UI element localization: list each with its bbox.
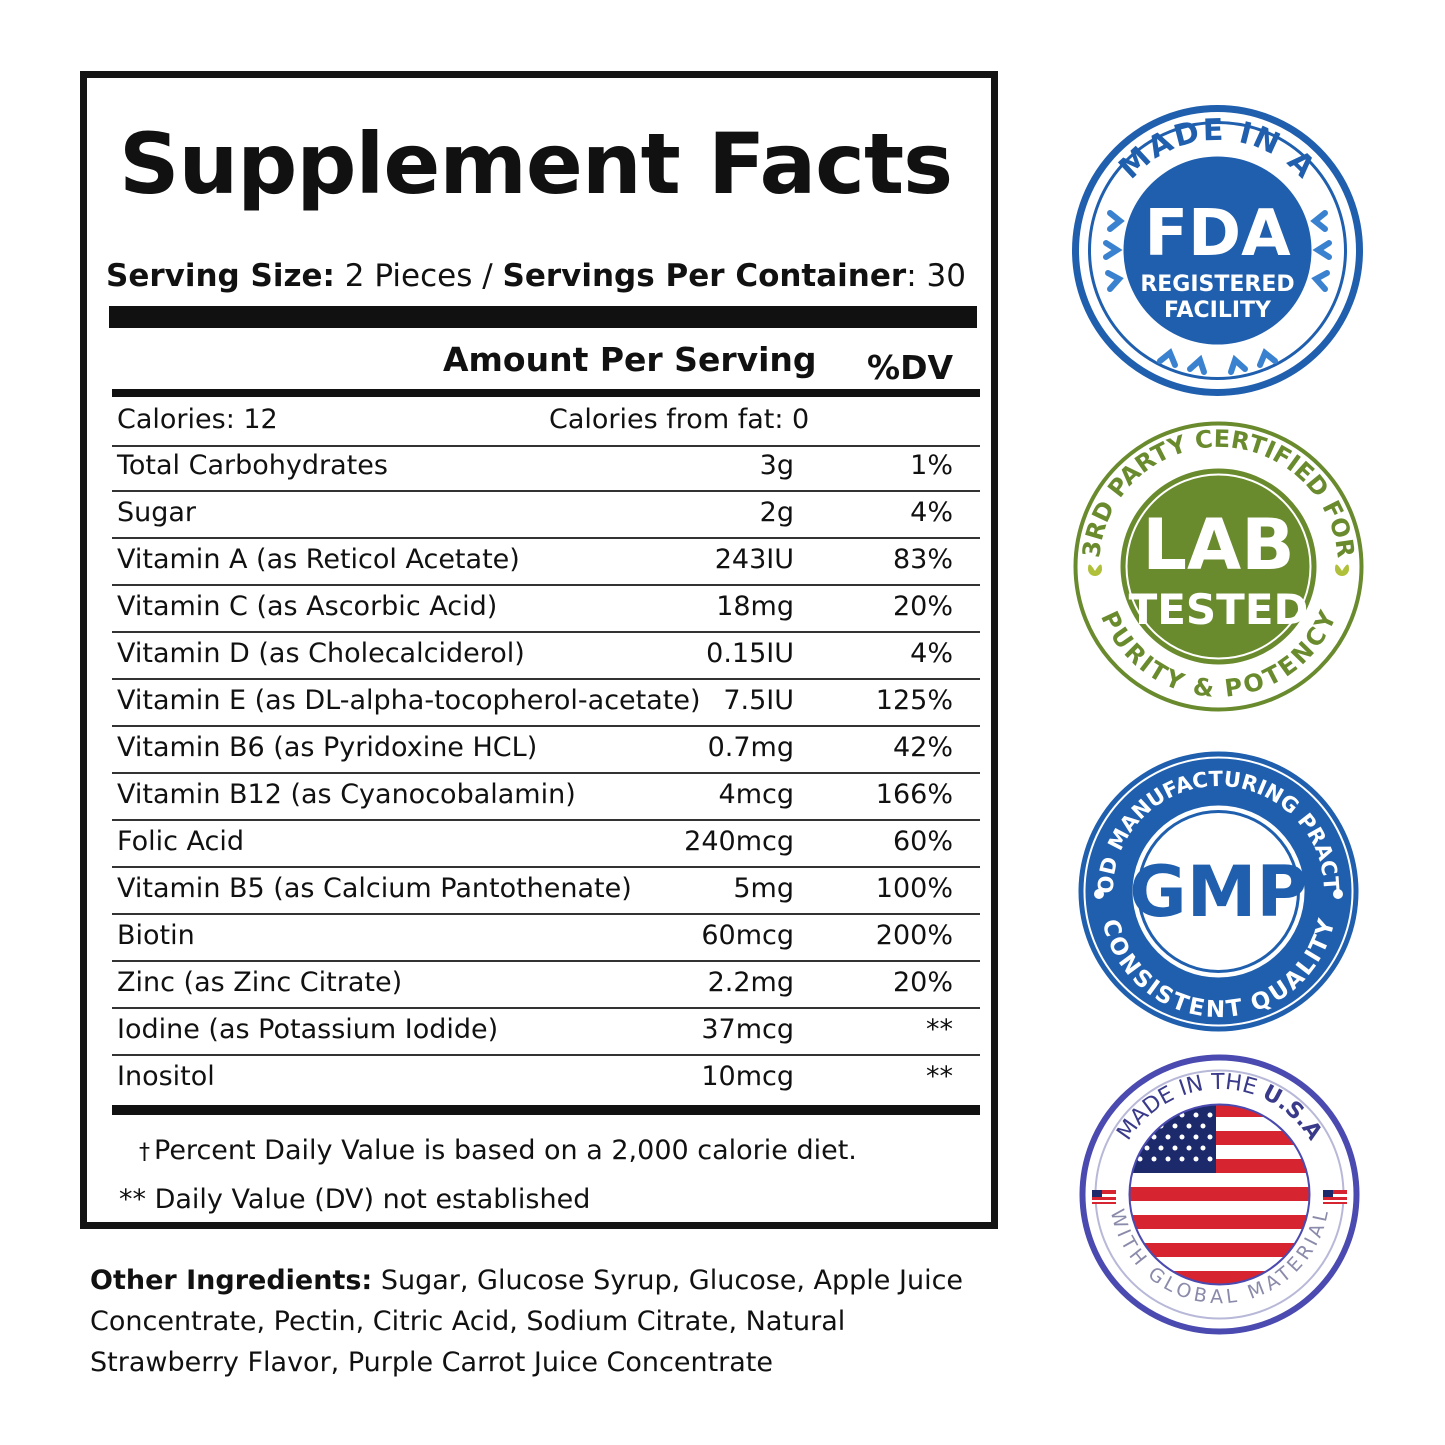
table-row: Vitamin D (as Cholecalciderol) 0.15IU 4% — [112, 633, 980, 680]
small-flag-icon — [1323, 1190, 1347, 1204]
fda-badge-line1: REGISTERED — [1140, 272, 1294, 297]
table-row: Zinc (as Zinc Citrate) 2.2mg 20% — [112, 962, 980, 1009]
nutrient-dv: 125% — [875, 685, 953, 716]
nutrient-name: Sugar — [117, 497, 197, 528]
nutrient-name: Total Carbohydrates — [117, 450, 388, 481]
header-dv: %DV — [867, 348, 953, 387]
table-row: Vitamin B12 (as Cyanocobalamin) 4mcg 166% — [112, 774, 980, 821]
nutrient-dv: 83% — [892, 544, 953, 575]
made-in-usa-badge: MADE IN THE U.S.A WITH GLOBAL MATERIAL — [1079, 1054, 1360, 1335]
fda-badge-main-text: FDA — [1144, 197, 1291, 271]
table-row: Folic Acid 240mcg 60% — [112, 821, 980, 868]
nutrient-amount: 37mcg — [701, 1014, 794, 1045]
nutrient-amount: 60mcg — [701, 920, 794, 951]
supplement-facts-panel: Supplement Facts Serving Size: 2 Pieces … — [80, 71, 998, 1229]
table-row: Vitamin B5 (as Calcium Pantothenate) 5mg 1… — [112, 868, 980, 915]
nutrient-dv: 42% — [892, 732, 953, 763]
calories-from-fat: Calories from fat: 0 — [549, 404, 810, 435]
table-row: Total Carbohydrates 3g 1% — [112, 445, 980, 492]
nutrient-amount: 5mg — [733, 873, 794, 904]
nutrient-dv: 20% — [892, 591, 953, 622]
fda-registered-badge: MADE IN A FDA REGISTERED FACILITY — [1072, 105, 1363, 396]
lab-tested-badge: 3RD PARTY CERTIFIED FOR PURITY & POTENCY… — [1073, 421, 1364, 712]
nutrient-dv: 4% — [910, 497, 953, 528]
other-ingredients-label: Other Ingredients: — [90, 1265, 373, 1296]
calories: Calories: 12 — [117, 404, 278, 435]
nutrient-amount: 18mg — [716, 591, 794, 622]
serving-size-label: Serving Size: — [106, 258, 335, 294]
nutrient-name: Biotin — [117, 920, 195, 951]
nutrient-dv: 60% — [892, 826, 953, 857]
nutrient-name: Folic Acid — [117, 826, 244, 857]
table-row: Vitamin C (as Ascorbic Acid) 18mg 20% — [112, 586, 980, 633]
calories-row: Calories: 12 Calories from fat: 0 — [112, 399, 980, 447]
footnote-daily-value: † Percent Daily Value is based on a 2,000… — [139, 1135, 857, 1166]
lab-badge-main-line2: TESTED — [1129, 585, 1309, 634]
table-row: Vitamin E (as DL-alpha-tocopherol-acetat… — [112, 680, 980, 727]
nutrient-dv: 4% — [910, 638, 953, 669]
table-row: Vitamin B6 (as Pyridoxine HCL) 0.7mg 42% — [112, 727, 980, 774]
nutrient-amount: 7.5IU — [723, 685, 794, 716]
table-row: Biotin 60mcg 200% — [112, 915, 980, 962]
table-row: Inositol 10mcg ** — [112, 1056, 980, 1101]
fda-badge-line2: FACILITY — [1164, 298, 1272, 323]
servings-per-container-value: : 30 — [906, 258, 966, 294]
nutrient-dv: ** — [926, 1061, 953, 1092]
facts-title: Supplement Facts — [119, 115, 953, 213]
other-ingredients: Other Ingredients: Sugar, Glucose Syrup,… — [90, 1260, 990, 1383]
nutrient-name: Vitamin D (as Cholecalciderol) — [117, 638, 525, 669]
nutrient-name: Vitamin B5 (as Calcium Pantothenate) — [117, 873, 632, 904]
nutrient-amount: 2g — [759, 497, 794, 528]
table-row: Vitamin A (as Reticol Acetate) 243IU 83% — [112, 539, 980, 586]
small-flag-icon — [1092, 1190, 1116, 1204]
nutrient-name: Vitamin B12 (as Cyanocobalamin) — [117, 779, 576, 810]
serving-info: Serving Size: 2 Pieces / Servings Per Co… — [106, 258, 966, 294]
nutrient-amount: 0.15IU — [706, 638, 794, 669]
nutrient-name: Iodine (as Potassium Iodide) — [117, 1014, 499, 1045]
nutrient-dv: 200% — [875, 920, 953, 951]
gmp-badge: GOOD MANUFACTURING PRACTICE CONSISTENT Q… — [1071, 744, 1359, 1032]
thick-divider — [109, 306, 977, 328]
nutrient-dv: 1% — [910, 450, 953, 481]
nutrient-name: Inositol — [117, 1061, 215, 1092]
nutrient-dv: 20% — [892, 967, 953, 998]
servings-per-container-label: Servings Per Container — [502, 258, 907, 294]
medium-divider — [112, 389, 980, 397]
gmp-badge-main-text: GMP — [1129, 851, 1307, 933]
nutrient-name: Vitamin B6 (as Pyridoxine HCL) — [117, 732, 538, 763]
footnote-dv-not-established: ** Daily Value (DV) not established — [119, 1184, 591, 1215]
serving-size-value: 2 Pieces / — [334, 258, 503, 294]
nutrient-amount: 240mcg — [684, 826, 794, 857]
nutrient-amount: 10mcg — [701, 1061, 794, 1092]
nutrient-name: Vitamin E (as DL-alpha-tocopherol-acetat… — [117, 685, 701, 716]
nutrient-amount: 4mcg — [718, 779, 794, 810]
dagger-mark: † — [139, 1140, 150, 1165]
other-ingredients-text: Sugar, Glucose Syrup, Glucose, Apple Jui… — [90, 1265, 964, 1378]
table-row: Sugar 2g 4% — [112, 492, 980, 539]
header-amount-per-serving: Amount Per Serving — [443, 340, 817, 379]
lab-badge-main-line1: LAB — [1142, 504, 1294, 586]
nutrient-rows: Total Carbohydrates 3g 1% Sugar 2g 4% Vitami… — [112, 445, 980, 1101]
footnote-1-text: Percent Daily Value is based on a 2,000 … — [154, 1135, 857, 1166]
nutrient-name: Vitamin C (as Ascorbic Acid) — [117, 591, 498, 622]
nutrient-dv: ** — [926, 1014, 953, 1045]
nutrient-amount: 0.7mg — [707, 732, 794, 763]
nutrient-dv: 166% — [875, 779, 953, 810]
nutrient-amount: 2.2mg — [707, 967, 794, 998]
table-row: Iodine (as Potassium Iodide) 37mcg ** — [112, 1009, 980, 1056]
nutrient-amount: 243IU — [714, 544, 794, 575]
nutrient-name: Vitamin A (as Reticol Acetate) — [117, 544, 520, 575]
nutrient-amount: 3g — [759, 450, 794, 481]
bottom-divider — [112, 1105, 980, 1115]
nutrient-dv: 100% — [875, 873, 953, 904]
nutrient-name: Zinc (as Zinc Citrate) — [117, 967, 403, 998]
